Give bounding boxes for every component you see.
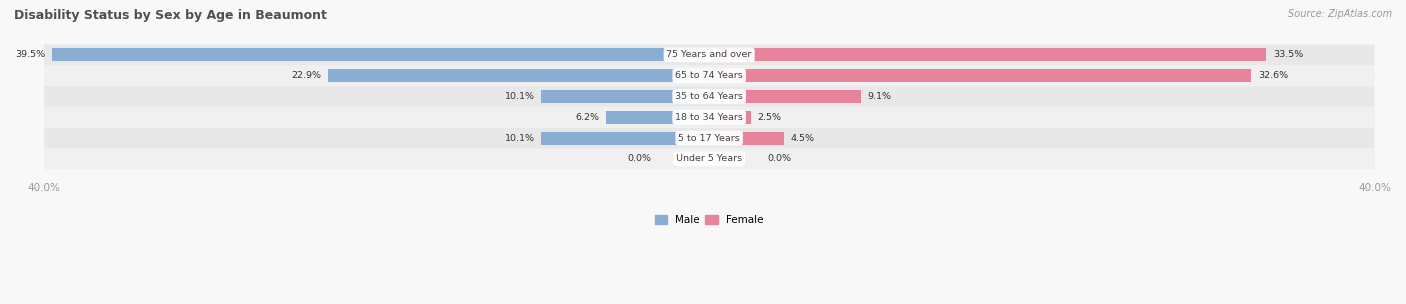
Text: 10.1%: 10.1% (505, 92, 534, 101)
Bar (709, 48, 1267, 61)
Text: 0.0%: 0.0% (627, 154, 651, 164)
FancyBboxPatch shape (44, 65, 1375, 86)
FancyBboxPatch shape (44, 44, 1375, 65)
Text: 35 to 64 Years: 35 to 64 Years (675, 92, 744, 101)
Bar (541, 90, 709, 103)
Text: 4.5%: 4.5% (790, 133, 814, 143)
Text: 22.9%: 22.9% (291, 71, 322, 80)
Bar (541, 132, 709, 145)
Text: 75 Years and over: 75 Years and over (666, 50, 752, 59)
Text: 10.1%: 10.1% (505, 133, 534, 143)
Text: Source: ZipAtlas.com: Source: ZipAtlas.com (1288, 9, 1392, 19)
Bar (328, 69, 709, 82)
Text: Under 5 Years: Under 5 Years (676, 154, 742, 164)
Text: 6.2%: 6.2% (575, 113, 599, 122)
Text: 0.0%: 0.0% (768, 154, 792, 164)
Bar (709, 69, 1251, 82)
FancyBboxPatch shape (44, 128, 1375, 149)
Bar (52, 48, 709, 61)
Bar (606, 111, 709, 124)
Bar (709, 111, 751, 124)
Text: Disability Status by Sex by Age in Beaumont: Disability Status by Sex by Age in Beaum… (14, 9, 328, 22)
FancyBboxPatch shape (44, 107, 1375, 128)
FancyBboxPatch shape (44, 86, 1375, 107)
Text: 9.1%: 9.1% (868, 92, 891, 101)
Legend: Male, Female: Male, Female (651, 211, 768, 229)
Text: 2.5%: 2.5% (758, 113, 782, 122)
Text: 18 to 34 Years: 18 to 34 Years (675, 113, 744, 122)
FancyBboxPatch shape (44, 149, 1375, 169)
Text: 65 to 74 Years: 65 to 74 Years (675, 71, 742, 80)
Text: 39.5%: 39.5% (15, 50, 45, 59)
Text: 5 to 17 Years: 5 to 17 Years (678, 133, 740, 143)
Text: 33.5%: 33.5% (1272, 50, 1303, 59)
Bar (709, 90, 860, 103)
Bar (709, 132, 785, 145)
Text: 32.6%: 32.6% (1258, 71, 1288, 80)
